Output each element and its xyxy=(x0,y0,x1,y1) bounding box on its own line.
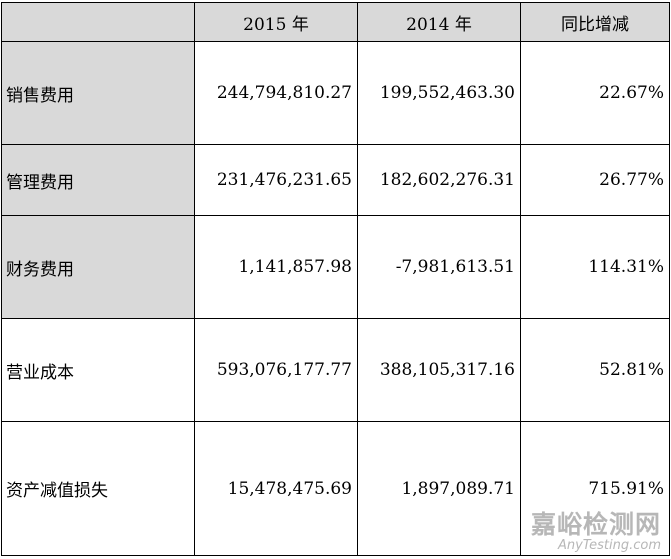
table-row: 营业成本 593,076,177.77 388,105,317.16 52.81… xyxy=(1,318,670,422)
value-2014: 1,897,089.71 xyxy=(357,421,521,556)
header-row: 2015 年 2014 年 同比增减 xyxy=(1,2,670,42)
table-row: 管理费用 231,476,231.65 182,602,276.31 26.77… xyxy=(1,144,670,216)
row-label: 销售费用 xyxy=(1,41,195,145)
value-2014: 388,105,317.16 xyxy=(357,318,521,422)
row-label: 资产减值损失 xyxy=(1,421,195,556)
header-blank xyxy=(1,2,195,42)
header-2015: 2015 年 xyxy=(194,2,358,42)
table-row: 销售费用 244,794,810.27 199,552,463.30 22.67… xyxy=(1,41,670,145)
value-change: 715.91% xyxy=(520,421,670,556)
value-2015: 244,794,810.27 xyxy=(194,41,358,145)
value-change: 52.81% xyxy=(520,318,670,422)
value-2014: 199,552,463.30 xyxy=(357,41,521,145)
value-change: 22.67% xyxy=(520,41,670,145)
row-label: 营业成本 xyxy=(1,318,195,422)
value-2014: -7,981,613.51 xyxy=(357,215,521,319)
value-2015: 593,076,177.77 xyxy=(194,318,358,422)
value-2015: 231,476,231.65 xyxy=(194,144,358,216)
row-label: 财务费用 xyxy=(1,215,195,319)
value-2014: 182,602,276.31 xyxy=(357,144,521,216)
row-label: 管理费用 xyxy=(1,144,195,216)
value-2015: 15,478,475.69 xyxy=(194,421,358,556)
header-2014: 2014 年 xyxy=(357,2,521,42)
value-change: 114.31% xyxy=(520,215,670,319)
table-row: 财务费用 1,141,857.98 -7,981,613.51 114.31% xyxy=(1,215,670,319)
value-change: 26.77% xyxy=(520,144,670,216)
value-2015: 1,141,857.98 xyxy=(194,215,358,319)
header-yoy-change: 同比增减 xyxy=(520,2,670,42)
table-row: 资产减值损失 15,478,475.69 1,897,089.71 715.91… xyxy=(1,421,670,556)
